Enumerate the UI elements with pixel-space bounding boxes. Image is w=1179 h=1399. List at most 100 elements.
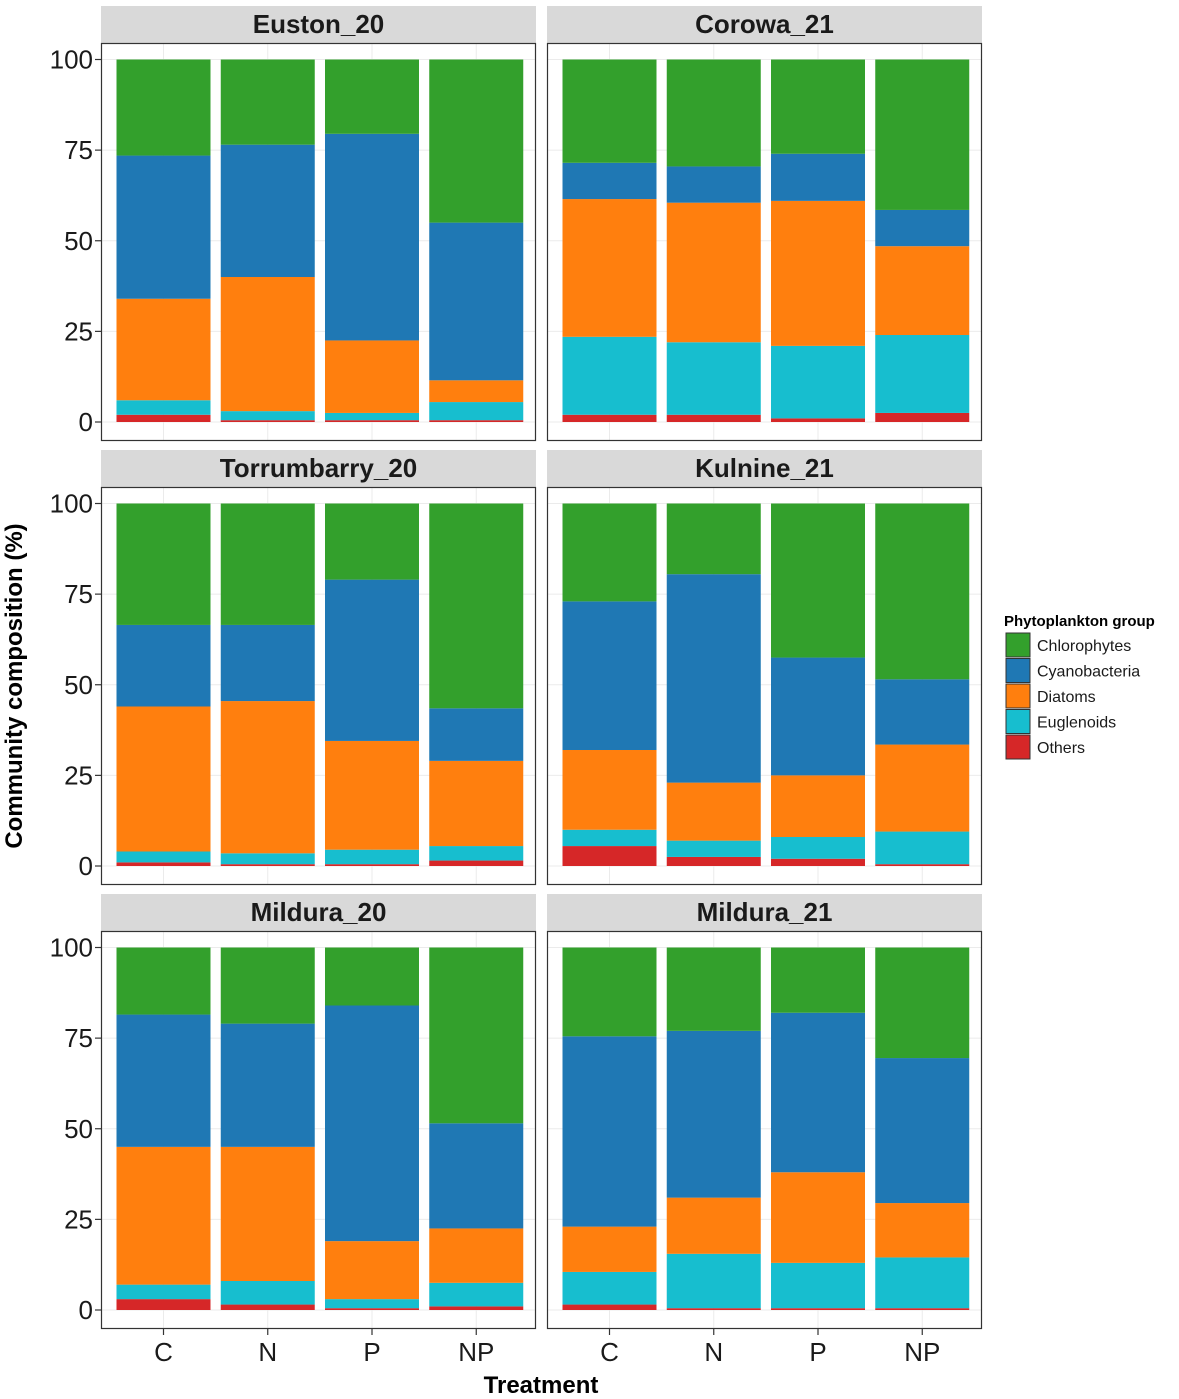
- bar-segment-diatoms-n: [220, 277, 315, 412]
- facet-panels: Euston_20 Corowa_21 Torrumbarry_20 Kulnine_…: [100, 6, 983, 1330]
- bar-segment-euglenoids-np: [429, 1282, 524, 1307]
- legend-key-euglenoids: [1005, 709, 1031, 734]
- bar-segment-euglenoids-n: [666, 1253, 761, 1309]
- bar-segment-cyanobacteria-p: [325, 579, 419, 741]
- bar-segment-chlorophytes-c: [116, 503, 211, 625]
- bar-segment-euglenoids-np: [875, 1257, 970, 1309]
- bar-segment-diatoms-p: [325, 340, 419, 413]
- bar-segment-chlorophytes-n: [220, 947, 315, 1024]
- bar-segment-diatoms-np: [875, 1203, 970, 1258]
- y-tick-label: 75: [64, 579, 93, 609]
- y-tick-label: 75: [64, 135, 93, 165]
- bar-segment-chlorophytes-p: [771, 947, 865, 1013]
- bar-segment-diatoms-n: [220, 1146, 315, 1281]
- bar-segment-chlorophytes-p: [771, 59, 865, 154]
- x-axis-title: Treatment: [484, 1372, 599, 1399]
- bar-segment-cyanobacteria-n: [220, 1023, 315, 1147]
- bar-segment-others-p: [325, 1308, 419, 1310]
- bar-segment-euglenoids-p: [325, 849, 419, 865]
- legend-label-chlorophytes: Chlorophytes: [1037, 638, 1131, 655]
- bar-segment-euglenoids-p: [325, 1299, 419, 1309]
- facet-title: Mildura_21: [697, 897, 833, 927]
- bar-segment-chlorophytes-np: [429, 59, 524, 223]
- bar-segment-cyanobacteria-n: [220, 144, 315, 277]
- x-tick-label-np: NP: [458, 1337, 494, 1367]
- bar-segment-chlorophytes-p: [771, 503, 865, 658]
- bar-segment-cyanobacteria-p: [771, 657, 865, 776]
- bar-segment-euglenoids-n: [220, 853, 315, 865]
- bar-segment-diatoms-c: [562, 199, 657, 337]
- facet-strip: [101, 450, 536, 487]
- bar-segment-euglenoids-c: [562, 829, 657, 847]
- bar-segment-others-n: [666, 414, 761, 422]
- bar-segment-chlorophytes-n: [220, 503, 315, 625]
- panel-border: [100, 42, 537, 442]
- facet-strip: [547, 894, 982, 931]
- x-tick-label-c: C: [154, 1337, 173, 1367]
- bar-segment-chlorophytes-n: [666, 59, 761, 167]
- bar-segment-euglenoids-p: [771, 1262, 865, 1309]
- bar-segment-others-np: [875, 1308, 970, 1310]
- bar-segment-others-np: [429, 1306, 524, 1310]
- bar-segment-euglenoids-c: [116, 400, 211, 415]
- x-tick-label-p: P: [363, 1337, 380, 1367]
- bar-segment-diatoms-n: [666, 782, 761, 841]
- facet-title: Torrumbarry_20: [220, 453, 418, 483]
- bar-segment-chlorophytes-c: [116, 59, 211, 156]
- bar-segment-others-np: [429, 860, 524, 866]
- bar-segment-cyanobacteria-np: [875, 1058, 970, 1204]
- bar-segment-euglenoids-n: [220, 411, 315, 421]
- bar-segment-others-n: [220, 1304, 315, 1310]
- y-tick-label: 25: [64, 316, 93, 346]
- legend-key-others: [1005, 734, 1031, 760]
- bar-segment-diatoms-np: [875, 246, 970, 335]
- bar-segment-chlorophytes-c: [116, 947, 211, 1015]
- bar-segment-others-n: [220, 864, 315, 866]
- bar-segment-diatoms-p: [325, 1241, 419, 1300]
- legend-key-cyanobacteria: [1005, 658, 1031, 683]
- panel-border: [546, 486, 983, 886]
- y-tick-label: 50: [64, 1114, 93, 1144]
- facet-title: Mildura_20: [251, 897, 387, 927]
- bar-segment-euglenoids-np: [429, 846, 524, 861]
- bar-segment-cyanobacteria-p: [325, 133, 419, 341]
- bar-segment-diatoms-np: [429, 380, 524, 403]
- bar-segment-others-c: [562, 846, 657, 866]
- bar-segment-euglenoids-n: [666, 342, 761, 415]
- panel-mildura-20: Mildura_20: [100, 894, 537, 1330]
- y-tick-label: 75: [64, 1023, 93, 1053]
- bar-segment-chlorophytes-n: [220, 59, 315, 145]
- bar-segment-diatoms-c: [116, 1146, 211, 1285]
- bar-segment-cyanobacteria-c: [562, 162, 657, 200]
- bar-segment-diatoms-c: [116, 706, 211, 852]
- bar-segment-chlorophytes-np: [875, 503, 970, 680]
- bar-segment-cyanobacteria-np: [875, 209, 970, 247]
- y-tick-label: 100: [50, 933, 93, 963]
- bar-segment-others-p: [771, 418, 865, 422]
- legend-key-chlorophytes: [1005, 632, 1031, 658]
- x-tick-label-n: N: [258, 1337, 277, 1367]
- bar-segment-cyanobacteria-p: [325, 1005, 419, 1242]
- bar-segment-chlorophytes-np: [875, 947, 970, 1059]
- bar-segment-others-np: [875, 412, 970, 422]
- bar-segment-chlorophytes-np: [429, 947, 524, 1124]
- x-tick-label-c: C: [600, 1337, 619, 1367]
- bar-segment-chlorophytes-p: [325, 947, 419, 1006]
- bar-segment-others-p: [771, 858, 865, 866]
- bar-segment-others-c: [116, 414, 211, 422]
- panel-border: [100, 486, 537, 886]
- bar-segment-cyanobacteria-c: [562, 1036, 657, 1227]
- facet-strip: [101, 6, 536, 43]
- y-tick-label: 50: [64, 226, 93, 256]
- bar-segment-others-c: [116, 1299, 211, 1310]
- bar-segment-diatoms-p: [771, 200, 865, 346]
- x-tick-label-p: P: [809, 1337, 826, 1367]
- bar-segment-diatoms-np: [429, 760, 524, 847]
- bar-segment-cyanobacteria-c: [116, 1014, 211, 1147]
- bar-segment-chlorophytes-c: [562, 503, 657, 602]
- bar-segment-others-np: [875, 864, 970, 866]
- y-tick-label: 25: [64, 1204, 93, 1234]
- y-tick-label: 100: [50, 45, 93, 75]
- bar-segment-chlorophytes-n: [666, 503, 761, 575]
